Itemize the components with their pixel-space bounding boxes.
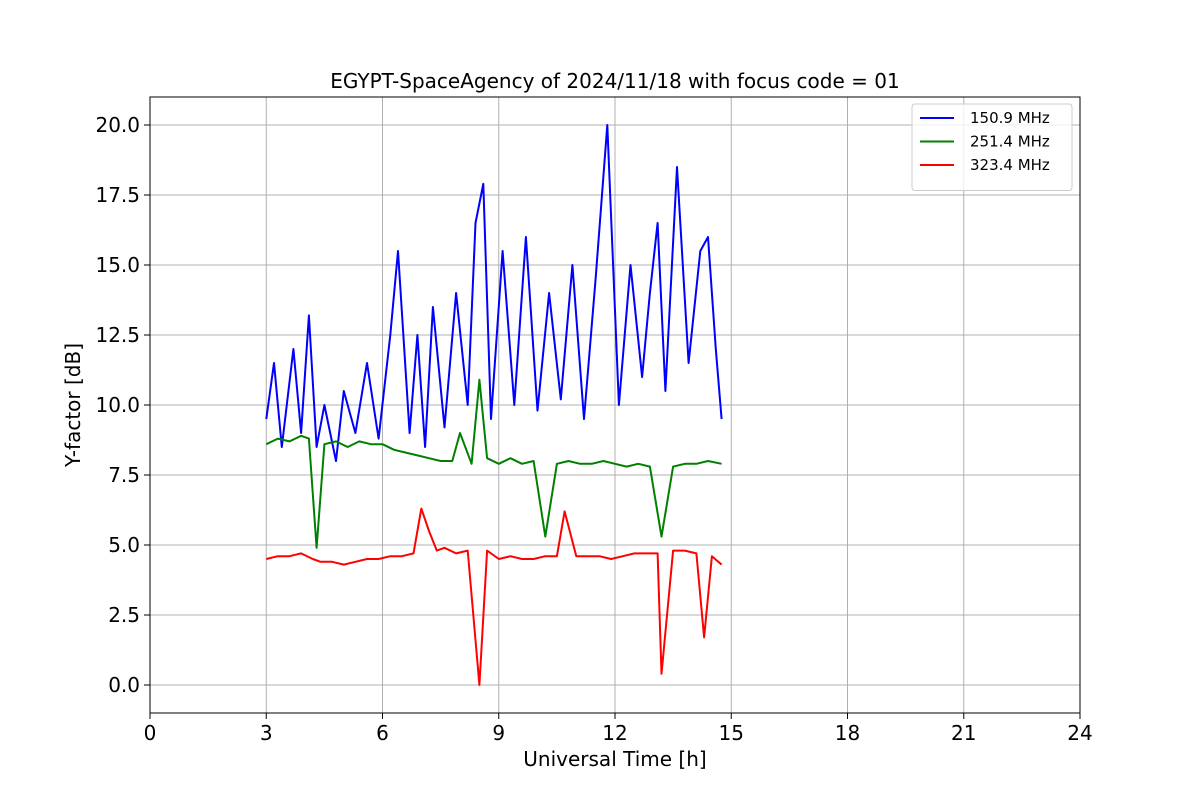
chart-title: EGYPT-SpaceAgency of 2024/11/18 with foc… [330, 69, 899, 93]
legend: 150.9 MHz 251.4 MHz 323.4 MHz [911, 103, 1073, 191]
x-tick-label: 6 [376, 721, 389, 745]
y-tick-label: 2.5 [108, 603, 140, 627]
legend-label-3: 323.4 MHz [970, 156, 1050, 174]
x-tick-label: 24 [1067, 721, 1092, 745]
x-tick-label: 21 [951, 721, 976, 745]
x-axis-label: Universal Time [h] [523, 747, 706, 771]
y-tick-label: 15.0 [95, 253, 140, 277]
x-tick-label: 9 [492, 721, 505, 745]
x-tick-label: 18 [835, 721, 860, 745]
x-tick-label: 3 [260, 721, 273, 745]
legend-label-2: 251.4 MHz [970, 133, 1050, 151]
y-tick-label: 5.0 [108, 533, 140, 557]
series-line-2 [265, 378, 722, 549]
y-tick-label: 12.5 [95, 323, 140, 347]
series-line-3 [266, 507, 723, 686]
legend-label-1: 150.9 MHz [970, 109, 1050, 127]
legend-box [911, 103, 1073, 191]
y-tick-label: 7.5 [108, 463, 140, 487]
x-tick-label: 0 [144, 721, 157, 745]
x-tick-label: 12 [602, 721, 627, 745]
series-group [265, 124, 723, 686]
y-tick-label: 0.0 [108, 673, 140, 697]
y-axis-label: Y-factor [dB] [61, 343, 85, 468]
y-tick-label: 10.0 [95, 393, 140, 417]
axis-ticks: 0 3 6 9 12 15 18 21 24 0.0 2.5 5.0 7.5 10.0 12.5 15.0 17… [95, 113, 1092, 745]
x-tick-label: 15 [719, 721, 744, 745]
y-tick-label: 20.0 [95, 113, 140, 137]
y-tick-label: 17.5 [95, 183, 140, 207]
